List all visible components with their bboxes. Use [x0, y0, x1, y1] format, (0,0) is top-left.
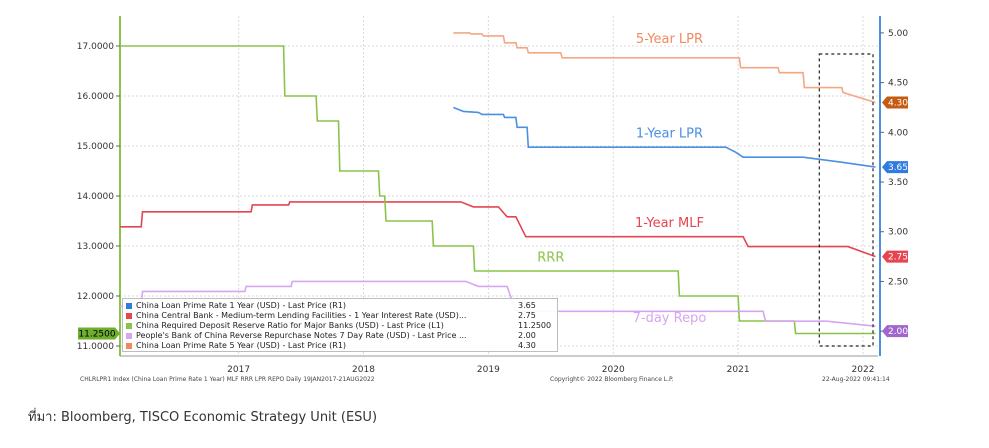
- series-lines: [120, 32, 876, 347]
- legend-item-name: China Loan Prime Rate 1 Year (USD) - Las…: [136, 301, 347, 310]
- legend-item-name: China Required Deposit Reserve Ratio for…: [136, 321, 444, 330]
- x-tick-label: 2020: [602, 365, 625, 375]
- annotation-rrr: RRR: [537, 251, 564, 266]
- legend-swatch: [126, 323, 132, 329]
- series-line-1-year-mlf: [120, 201, 876, 258]
- value-badge-shape: [882, 325, 908, 338]
- value-badge-label: 2.75: [888, 253, 908, 263]
- legend-item-value: 4.30: [518, 341, 536, 350]
- right-tick-label: 4.00: [888, 128, 908, 138]
- left-tick-label: 17.0000: [77, 42, 114, 52]
- value-badge-label: 2.00: [888, 327, 908, 337]
- source-text: ที่มา: Bloomberg, TISCO Economic Strateg…: [28, 410, 378, 425]
- grid: [120, 16, 878, 356]
- left-tick-label: 12.0000: [77, 292, 114, 302]
- legend-item: China Required Deposit Reserve Ratio for…: [126, 321, 554, 331]
- legend-item-value: 2.75: [518, 311, 536, 320]
- footer-left: CHLRLPR1 Index (China Loan Prime Rate 1 …: [80, 376, 375, 383]
- legend-item-name: China Loan Prime Rate 5 Year (USD) - Las…: [136, 341, 347, 350]
- legend-item-name: People's Bank of China Reverse Repurchas…: [136, 331, 467, 340]
- series-line-7-day-repo: [120, 280, 876, 327]
- series-line-rrr: [120, 45, 876, 335]
- annotation-5-year-lpr: 5-Year LPR: [636, 32, 703, 47]
- legend-item-name: China Central Bank - Medium-term Lending…: [136, 311, 467, 320]
- legend-item-value: 3.65: [518, 301, 536, 310]
- value-badge-shape: [882, 250, 908, 263]
- chart: 17.0000 16.0000 15.0000 14.0000 13.0000 12.00…: [77, 16, 908, 383]
- legend-swatch: [126, 333, 132, 339]
- legend-swatch: [126, 303, 132, 309]
- x-tick-label: 2022: [852, 365, 875, 375]
- legend-item: China Loan Prime Rate 5 Year (USD) - Las…: [126, 341, 554, 351]
- x-tick-label: 2019: [477, 365, 500, 375]
- highlight-window: [818, 53, 874, 347]
- value-badge-shape: [78, 327, 120, 340]
- series-line-5-year-lpr: [453, 32, 876, 104]
- legend-item-value: 11.2500: [518, 321, 552, 330]
- x-tick-label: 2017: [227, 365, 250, 375]
- value-badge-label: 4.30: [888, 98, 908, 108]
- legend-item-value: 2.00: [518, 331, 536, 340]
- x-tick-label: 2021: [727, 365, 750, 375]
- left-tick-label: 16.0000: [77, 92, 114, 102]
- right-tick-label: 5.00: [888, 29, 908, 39]
- right-tick-label: 3.50: [888, 178, 908, 188]
- right-tick-label: 2.50: [888, 277, 908, 287]
- annotation-7-day-repo: 7-day Repo: [633, 311, 707, 326]
- axes: 17.0000 16.0000 15.0000 14.0000 13.0000 12.00…: [77, 16, 908, 375]
- series-annotations: 5-Year LPR 1-Year LPR 1-Year MLF RRR 7-day R…: [537, 32, 706, 326]
- value-badge-label: 11.2500: [78, 330, 115, 340]
- series-line-1-year-lpr: [453, 106, 876, 168]
- chart-footer: CHLRLPR1 Index (China Loan Prime Rate 1 …: [80, 376, 890, 383]
- legend-swatch: [126, 313, 132, 319]
- footer-center: Copyright© 2022 Bloomberg Finance L.P.: [550, 376, 674, 383]
- left-tick-label: 14.0000: [77, 192, 114, 202]
- annotation-1-year-lpr: 1-Year LPR: [636, 126, 703, 141]
- legend-item: China Central Bank - Medium-term Lending…: [126, 311, 554, 321]
- x-tick-label: 2018: [352, 365, 375, 375]
- left-tick-label: 13.0000: [77, 242, 114, 252]
- left-tick-label: 11.0000: [77, 342, 114, 352]
- legend: China Loan Prime Rate 1 Year (USD) - Las…: [122, 298, 558, 352]
- value-badge-label: 3.65: [888, 163, 908, 173]
- right-tick-label: 4.50: [888, 79, 908, 89]
- footer-right: 22-Aug-2022 09:41:14: [822, 376, 890, 383]
- legend-item: China Loan Prime Rate 1 Year (USD) - Las…: [126, 301, 554, 311]
- legend-swatch: [126, 343, 132, 349]
- legend-item: People's Bank of China Reverse Repurchas…: [126, 331, 554, 341]
- value-badge-shape: [882, 96, 908, 109]
- value-badge-shape: [882, 161, 908, 174]
- left-tick-label: 15.0000: [77, 142, 114, 152]
- right-tick-label: 3.00: [888, 228, 908, 238]
- annotation-1-year-mlf: 1-Year MLF: [635, 216, 704, 231]
